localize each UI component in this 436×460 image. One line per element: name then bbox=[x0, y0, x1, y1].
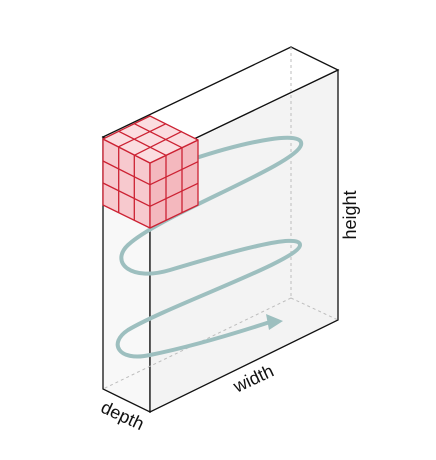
height-label: height bbox=[340, 190, 360, 239]
spiral-scan-arrow bbox=[115, 135, 304, 359]
kernel-grid-lines bbox=[102, 123, 199, 221]
kernel-cube bbox=[102, 115, 199, 229]
scan-arrowhead bbox=[266, 314, 283, 330]
